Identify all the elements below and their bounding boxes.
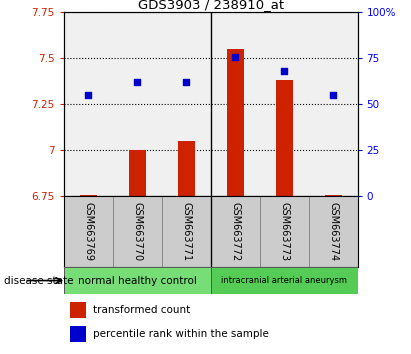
Bar	[325, 195, 342, 196]
Text: normal healthy control: normal healthy control	[78, 275, 196, 286]
Text: percentile rank within the sample: percentile rank within the sample	[93, 329, 269, 339]
Text: intracranial arterial aneurysm: intracranial arterial aneurysm	[221, 276, 347, 285]
Bar	[211, 267, 358, 294]
Bar	[113, 196, 162, 267]
Title: GDS3903 / 238910_at: GDS3903 / 238910_at	[138, 0, 284, 11]
Point	[134, 80, 141, 85]
Text: GSM663771: GSM663771	[181, 202, 191, 262]
Bar	[260, 196, 309, 267]
Bar	[309, 196, 358, 267]
Text: transformed count: transformed count	[93, 305, 190, 315]
Bar	[69, 326, 86, 342]
Bar	[80, 195, 97, 196]
Text: GSM663772: GSM663772	[230, 202, 240, 262]
Point	[281, 68, 287, 74]
Text: GSM663774: GSM663774	[328, 202, 338, 262]
Point	[330, 92, 336, 98]
Bar	[226, 49, 244, 196]
Text: GSM663773: GSM663773	[279, 202, 289, 262]
Bar	[162, 196, 211, 267]
Bar	[64, 196, 113, 267]
Bar	[178, 141, 195, 196]
Bar	[129, 150, 146, 196]
Text: GSM663769: GSM663769	[83, 202, 93, 261]
Text: disease state: disease state	[4, 275, 74, 286]
Bar	[275, 80, 293, 196]
Point	[232, 54, 238, 59]
Point	[85, 92, 92, 98]
Text: GSM663770: GSM663770	[132, 202, 142, 262]
Bar	[211, 196, 260, 267]
Point	[183, 80, 189, 85]
Bar	[69, 302, 86, 318]
Bar	[64, 267, 210, 294]
